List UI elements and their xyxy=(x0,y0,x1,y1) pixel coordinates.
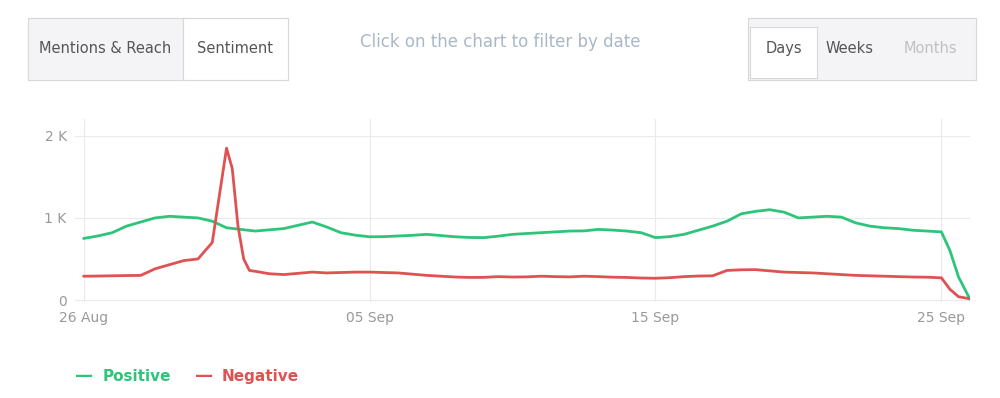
Text: Days: Days xyxy=(766,41,802,56)
Text: Mentions & Reach: Mentions & Reach xyxy=(39,41,171,56)
Text: —: — xyxy=(195,367,213,385)
Text: Sentiment: Sentiment xyxy=(197,41,273,56)
Text: —: — xyxy=(75,367,93,385)
Text: Click on the chart to filter by date: Click on the chart to filter by date xyxy=(360,33,640,51)
Text: Positive: Positive xyxy=(103,369,172,384)
Text: Weeks: Weeks xyxy=(826,41,874,56)
Text: Months: Months xyxy=(903,41,957,56)
Text: Negative: Negative xyxy=(222,369,299,384)
